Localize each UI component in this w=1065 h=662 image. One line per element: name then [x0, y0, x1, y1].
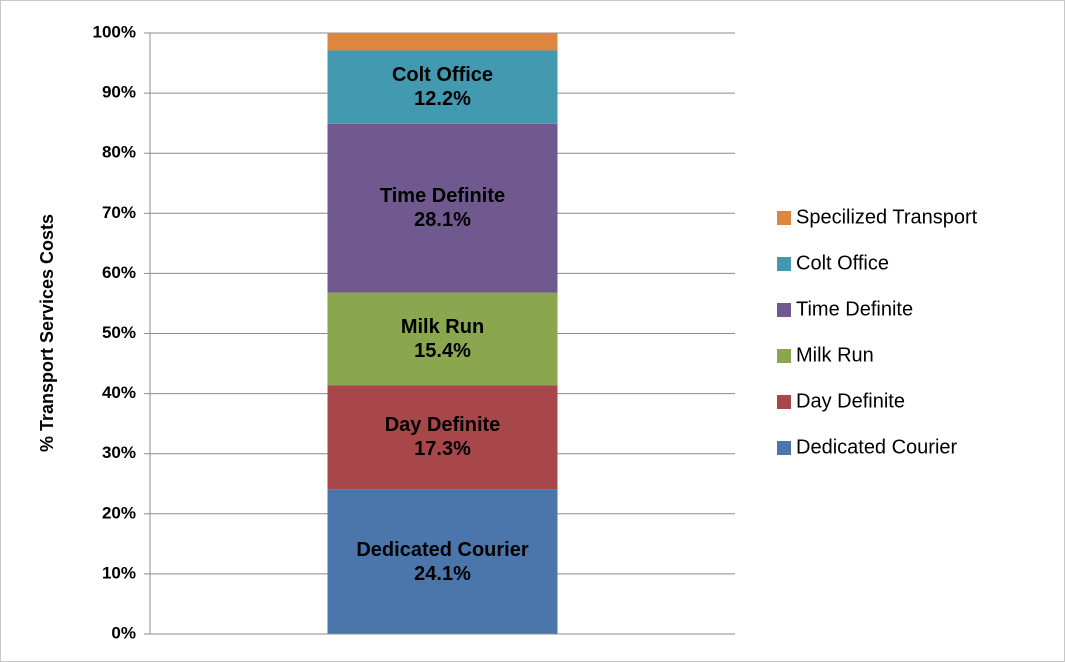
y-tick-label: 50%	[102, 323, 136, 342]
legend-swatch	[777, 211, 791, 225]
legend-label: Time Definite	[796, 298, 913, 320]
data-label: Day Definite 17.3%	[353, 413, 533, 461]
data-label-value: 28.1%	[414, 209, 471, 232]
y-tick-label: 90%	[102, 83, 136, 102]
y-axis-label: % Transport Services Costs	[37, 214, 57, 452]
legend-swatch	[777, 441, 791, 455]
y-tick-label: 40%	[102, 383, 136, 402]
data-label-name: Time Definite	[379, 185, 506, 208]
bar-segment	[327, 33, 558, 51]
bar-segment	[327, 489, 558, 634]
data-label: Dedicated Courier 24.1%	[353, 538, 533, 586]
data-label-value: 15.4%	[414, 339, 471, 362]
data-label-name: Colt Office	[391, 64, 494, 87]
data-label-name: Dedicated Courier	[356, 538, 529, 561]
legend-label: Day Definite	[796, 390, 905, 412]
data-label-value: 12.2%	[414, 88, 471, 111]
legend-swatch	[777, 349, 791, 363]
bar-segment	[327, 123, 558, 293]
legend-label: Specilized Transport	[796, 206, 978, 228]
legend-label: Milk Run	[796, 344, 874, 366]
legend-swatch	[777, 257, 791, 271]
data-label: Time Definite 28.1%	[353, 184, 533, 232]
data-label-name: Milk Run	[400, 315, 485, 338]
data-label: Milk Run 15.4%	[353, 315, 533, 363]
y-tick-label: 30%	[102, 443, 136, 462]
data-label: Colt Office 12.2%	[353, 63, 533, 111]
y-tick-label: 70%	[102, 203, 136, 222]
legend-swatch	[777, 303, 791, 317]
y-tick-label: 60%	[102, 263, 136, 282]
y-tick-label: 10%	[102, 563, 136, 582]
data-label-value: 17.3%	[414, 438, 471, 461]
data-label-value: 24.1%	[414, 562, 471, 585]
y-tick-label: 20%	[102, 503, 136, 522]
legend-label: Dedicated Courier	[796, 436, 958, 458]
bar-segment	[327, 292, 558, 386]
bar-segment	[327, 50, 558, 124]
data-label-name: Day Definite	[384, 414, 501, 437]
legend-label: Colt Office	[796, 252, 889, 274]
y-tick-label: 0%	[111, 623, 136, 642]
legend-swatch	[777, 395, 791, 409]
bar-segment	[327, 385, 558, 490]
y-tick-label: 100%	[93, 22, 136, 41]
y-tick-label: 80%	[102, 143, 136, 162]
